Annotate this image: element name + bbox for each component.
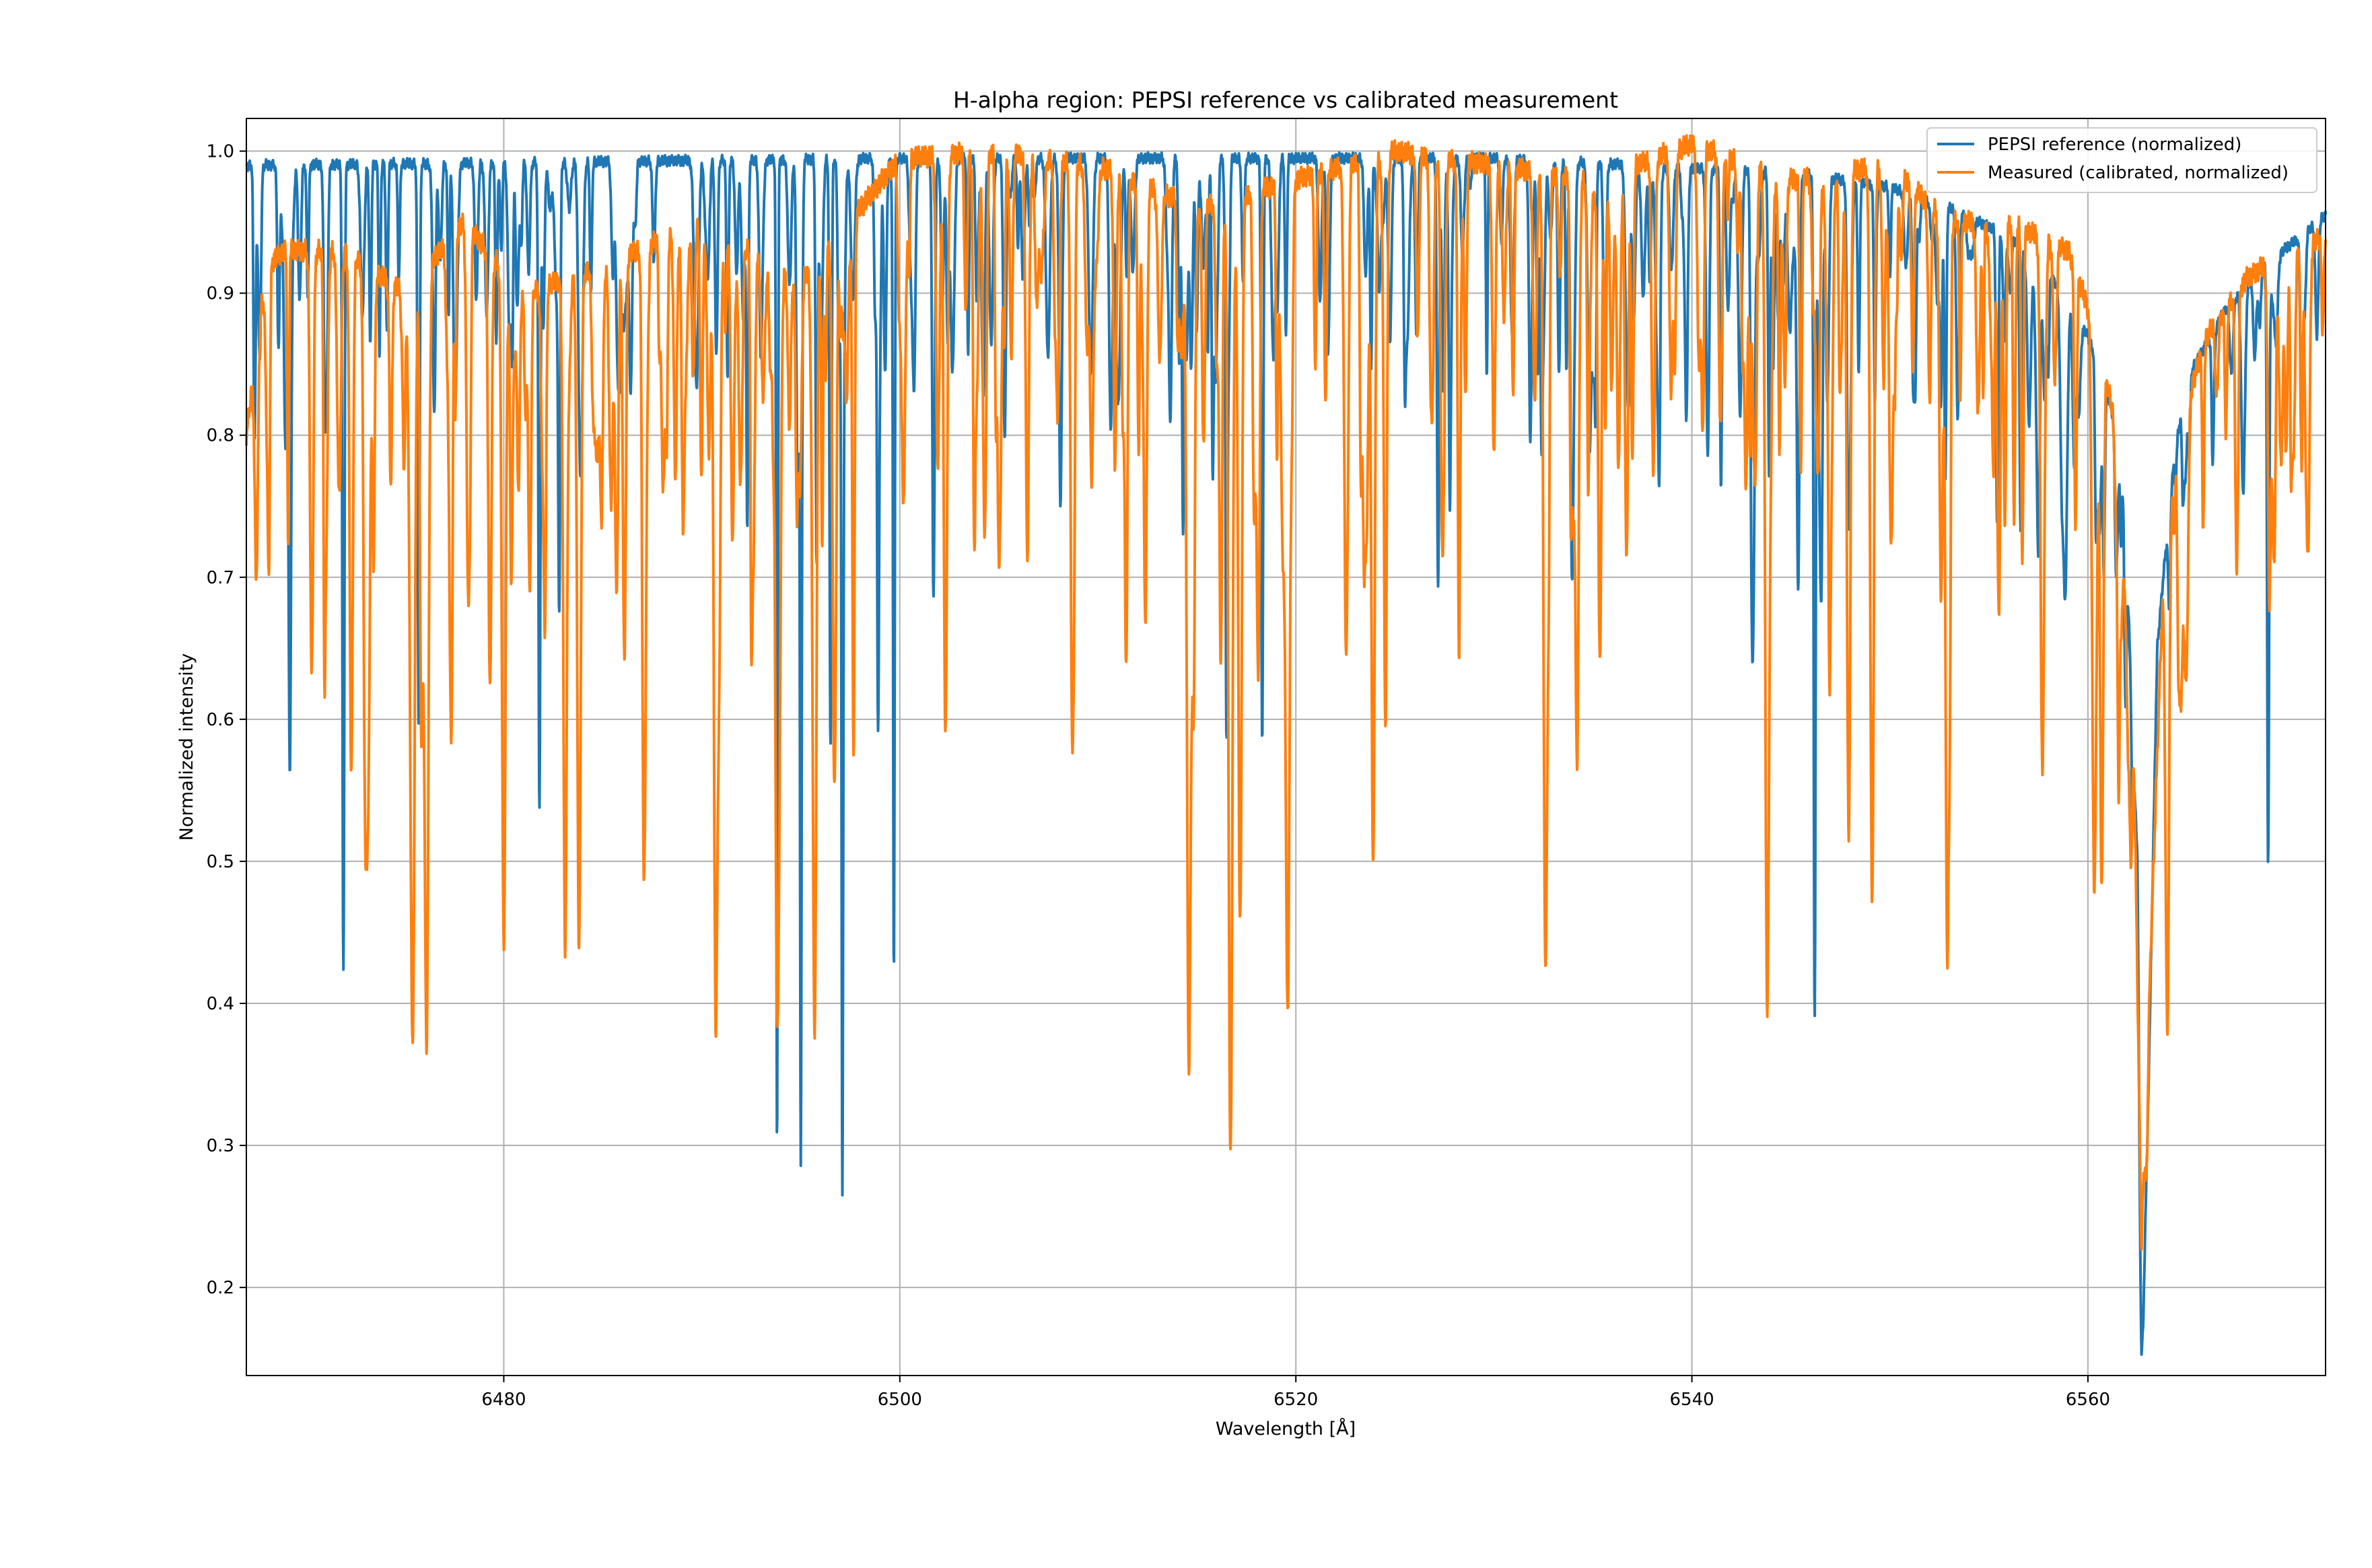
- y-tick-label: 0.5: [207, 852, 234, 872]
- chart-title: H-alpha region: PEPSI reference vs calib…: [953, 87, 1618, 113]
- series-line-measured: [245, 134, 2327, 1251]
- legend-label-pepsi: PEPSI reference (normalized): [1988, 135, 2241, 155]
- y-tick-label: 0.6: [207, 710, 234, 730]
- x-tick-label: 6500: [878, 1390, 922, 1410]
- legend: PEPSI reference (normalized) Measured (c…: [1926, 127, 2317, 193]
- y-tick-label: 0.8: [207, 426, 234, 446]
- series-lines: [245, 134, 2327, 1356]
- y-tick-label: 0.2: [207, 1278, 234, 1298]
- plot-frame: [246, 118, 2326, 1376]
- x-tick-label: 6540: [1670, 1390, 1714, 1410]
- y-axis-label: Normalized intensity: [176, 653, 197, 841]
- x-tick-label: 6480: [481, 1390, 526, 1410]
- grid-lines: [246, 118, 2326, 1376]
- y-tick-label: 1.0: [207, 142, 234, 162]
- axis-ticks: 6480 6500 6520 6540 6560 0.2 0.3 0.4 0.5 0.6 0.7 0.…: [207, 142, 2110, 1410]
- y-tick-label: 0.9: [207, 284, 234, 304]
- legend-box: [1926, 127, 2317, 193]
- y-tick-label: 0.4: [207, 994, 234, 1014]
- x-tick-label: 6520: [1274, 1390, 1318, 1410]
- x-axis-label: Wavelength [Å]: [1216, 1418, 1356, 1439]
- legend-label-measured: Measured (calibrated, normalized): [1988, 163, 2289, 183]
- x-tick-label: 6560: [2066, 1390, 2110, 1410]
- y-tick-label: 0.7: [207, 568, 234, 588]
- series-line-pepsi-reference: [245, 151, 2327, 1356]
- y-tick-label: 0.3: [207, 1136, 234, 1156]
